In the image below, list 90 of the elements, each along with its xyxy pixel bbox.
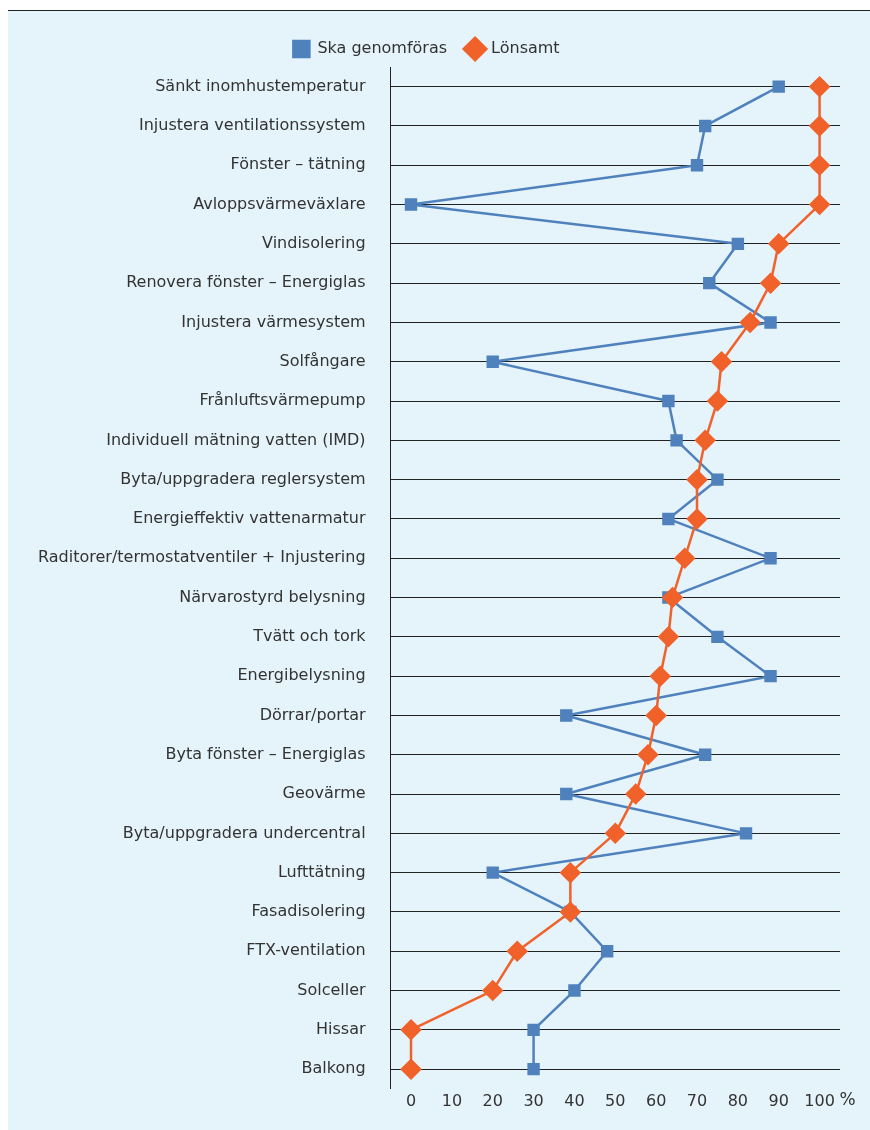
point <box>731 237 745 251</box>
point <box>486 355 499 368</box>
x-tick-label: 100 <box>804 1090 835 1110</box>
point <box>764 669 777 683</box>
point <box>560 709 573 722</box>
point <box>739 312 761 333</box>
point <box>527 1023 540 1037</box>
point <box>560 862 581 883</box>
point <box>703 276 716 290</box>
point <box>625 783 646 805</box>
y-tick-label: Fasadisolering <box>251 901 366 921</box>
point <box>768 233 789 255</box>
point <box>600 945 614 958</box>
y-tick-label: Avloppsvärmeväxlare <box>193 193 366 213</box>
point <box>809 76 830 97</box>
point <box>637 744 659 765</box>
x-tick-label: 90 <box>768 1090 789 1110</box>
y-tick-label: Lufttätning <box>277 861 366 881</box>
x-tick-label: 70 <box>686 1090 708 1110</box>
point <box>662 394 675 408</box>
point <box>400 1019 422 1041</box>
x-tick-label: 50 <box>605 1090 626 1110</box>
y-tick-label: Solfångare <box>279 350 366 370</box>
y-tick-label: Fönster – tätning <box>230 154 366 174</box>
point <box>686 508 708 530</box>
point <box>764 552 777 565</box>
point <box>400 1058 422 1080</box>
y-tick-label: Energieffektiv vattenarmatur <box>133 508 367 528</box>
y-tick-label: Dörrar/portar <box>259 704 367 724</box>
y-tick-label: Hissar <box>316 1019 367 1039</box>
point <box>809 115 830 137</box>
point <box>670 434 683 447</box>
point <box>698 119 712 133</box>
x-axis-title: % <box>839 1088 856 1109</box>
point <box>694 430 716 451</box>
legend-label: Ska genomföras <box>317 38 448 58</box>
x-tick-label: 30 <box>523 1090 544 1110</box>
point <box>809 155 830 176</box>
point <box>764 316 777 329</box>
point <box>711 473 724 486</box>
y-tick-label: Vindisolering <box>262 233 366 253</box>
y-tick-label: Närvarostyrd belysning <box>179 586 366 606</box>
y-tick-label: Renovera fönster – Energiglas <box>126 272 366 292</box>
point <box>711 630 724 644</box>
point <box>486 866 499 879</box>
point <box>482 980 503 1001</box>
point <box>690 159 704 172</box>
y-tick-label: Balkong <box>301 1058 366 1078</box>
y-tick-label: Energibelysning <box>237 665 366 685</box>
point <box>739 827 753 840</box>
point <box>658 626 679 648</box>
point <box>568 984 581 997</box>
y-tick-label: Tvätt och tork <box>252 626 367 646</box>
y-tick-label: Geovärme <box>282 783 366 803</box>
y-tick-label: Injustera ventilationssystem <box>138 115 366 135</box>
y-tick-label: Frånluftsvärmepump <box>199 390 366 410</box>
point <box>645 705 667 726</box>
point <box>527 1062 540 1076</box>
y-tick-label: Individuell mätning vatten (IMD) <box>106 429 366 449</box>
x-tick-label: 60 <box>645 1090 667 1110</box>
x-tick-label: 40 <box>564 1090 585 1110</box>
y-tick-label: Byta fönster – Energiglas <box>165 743 366 763</box>
x-tick-label: 0 <box>405 1090 417 1110</box>
point <box>649 665 671 687</box>
y-tick-label: FTX-ventilation <box>246 940 366 960</box>
x-tick-label: 80 <box>727 1090 749 1110</box>
point <box>760 272 781 294</box>
point <box>711 351 732 372</box>
y-tick-label: Raditorer/termostatventiler + Injustering <box>37 547 366 567</box>
point <box>772 80 785 93</box>
point <box>674 548 695 569</box>
y-tick-label: Byta/uppgradera reglersystem <box>120 468 366 488</box>
point <box>506 941 528 962</box>
point <box>686 469 708 490</box>
point <box>707 390 728 412</box>
legend-label: Lönsamt <box>491 38 560 58</box>
point <box>404 198 418 211</box>
point <box>662 587 683 608</box>
point <box>605 823 626 844</box>
point <box>809 194 830 215</box>
y-tick-label: Byta/uppgradera undercentral <box>122 822 366 842</box>
y-tick-label: Sänkt inomhustemperatur <box>155 75 366 95</box>
point <box>698 748 712 761</box>
x-tick-label: 10 <box>441 1090 463 1110</box>
point <box>560 787 573 801</box>
point <box>662 512 675 526</box>
y-tick-label: Injustera värmesystem <box>181 311 366 331</box>
point <box>560 901 581 923</box>
x-tick-label: 20 <box>482 1090 503 1110</box>
y-tick-label: Solceller <box>297 979 367 999</box>
